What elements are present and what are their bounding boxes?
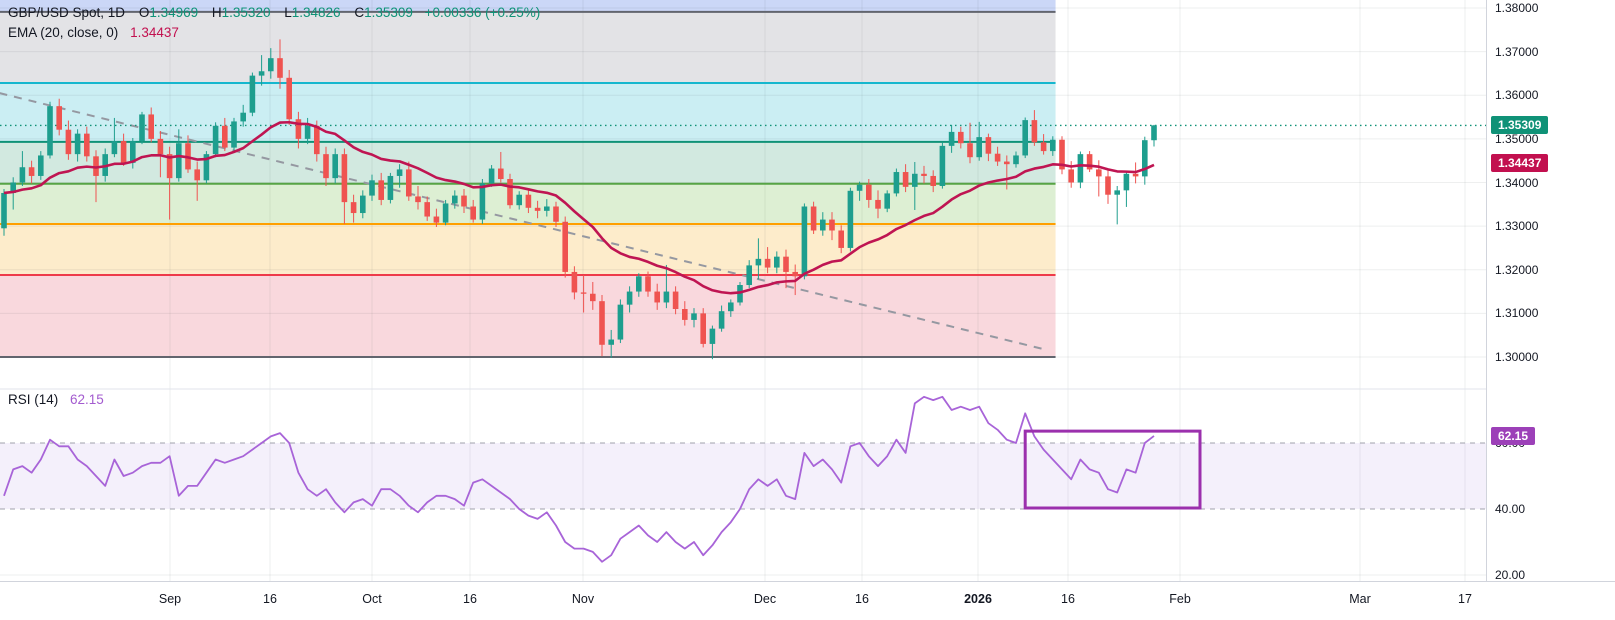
time-tick-label: 2026 [964,592,992,606]
price-tick-label: 1.31000 [1495,306,1539,321]
time-axis[interactable]: Sep 16 Oct 16 Nov Dec 16 2026 16 Feb Mar 17 [0,581,1615,620]
rsi-band [0,442,1486,510]
time-tick-label: Oct [362,592,382,606]
price-tick-label: 1.38000 [1495,1,1539,15]
rsi-legend[interactable]: RSI (14) 62.15 [8,392,104,407]
rsi-annotation-box[interactable] [1023,429,1202,510]
ohlc-low: L1.34826 [284,5,341,20]
price-zone-bands [0,0,1056,357]
ema-legend[interactable]: EMA (20, close, 0) 1.34437 [8,25,179,40]
price-tick-label: 1.34000 [1495,175,1539,190]
ohlc-high: H1.35320 [211,5,271,20]
time-tick-label: 16 [1061,592,1075,606]
time-tick-label: Sep [158,592,182,606]
pivot-level-lines [0,10,1056,358]
time-tick-label: Nov [571,592,595,606]
ema-name: EMA (20, close, 0) [8,25,119,40]
price-tick-label: 1.37000 [1495,44,1539,59]
ohlc-close: C1.35309 [354,5,413,20]
price-tick-label: 1.30000 [1495,350,1539,364]
time-tick-label: Feb [1169,592,1191,606]
price-change: +0.00336 (+0.25%) [424,5,541,20]
rsi-tick-label: 20.00 [1495,568,1526,582]
ema-line [3,120,1155,295]
chart-plot-area[interactable] [0,0,1486,581]
time-tick-label: Mar [1349,592,1371,606]
ema-value: 1.34437 [130,25,179,40]
price-tick-label: 1.35000 [1495,131,1539,146]
time-tick-label: 16 [855,592,869,606]
ohlc-open: O1.34969 [138,5,199,20]
rsi-value: 62.15 [70,392,104,407]
symbol-title: GBP/USD Spot, 1D [8,5,126,20]
rsi-name: RSI (14) [8,392,59,407]
price-tick-label: 1.32000 [1495,262,1539,277]
rsi-tick-label: 40.00 [1495,502,1526,516]
price-axis[interactable]: 1.38000 1.37000 1.36000 1.35000 1.34000 1.330… [1486,0,1615,582]
rsi-value-badge: 62.15 [1491,426,1536,445]
price-tick-label: 1.36000 [1495,88,1539,103]
symbol-legend[interactable]: GBP/USD Spot, 1D O1.34969 H1.35320 L1.34… [8,5,540,20]
ema-value-badge: 1.34437 [1491,154,1549,173]
candlestick-series [1,39,1157,360]
last-price-badge: 1.35309 [1491,116,1549,135]
time-tick-label: 17 [1458,592,1472,606]
time-tick-label: 16 [263,592,277,606]
time-tick-label: 16 [463,592,477,606]
time-tick-label: Dec [753,592,777,606]
grid [0,0,1486,581]
rsi-line [3,395,1155,563]
price-tick-label: 1.33000 [1495,219,1539,234]
